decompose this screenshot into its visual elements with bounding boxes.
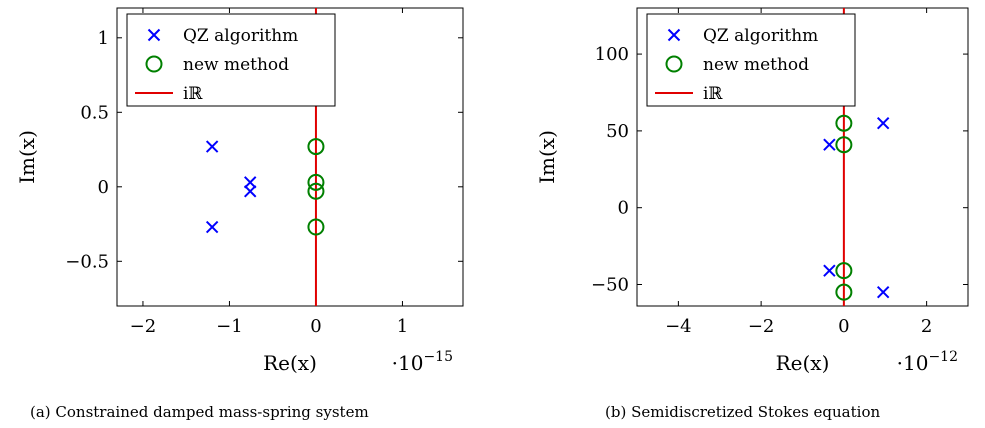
legend-new-method-marker [665, 55, 683, 73]
legend-label: iℝ [183, 84, 203, 104]
x-tick-label: 2 [921, 316, 932, 337]
new-method-point-marker [307, 138, 325, 156]
new-method-point-marker [835, 114, 853, 132]
legend-qz-marker [667, 28, 681, 42]
x-axis-label: Re(x) [776, 351, 830, 375]
legend-new-method-marker [145, 55, 163, 73]
x-scale-multiplier: ·10−12 [897, 349, 958, 375]
x-scale-exponent: −12 [928, 349, 958, 365]
qz-point-marker [823, 264, 836, 277]
y-tick-label: 0 [618, 198, 629, 219]
legend-qz-marker [147, 28, 161, 42]
chart-panel-b: −4 −2 0 2 −50 0 50 100 Re(x) Im(x) ·10−12 QZ algori… [535, 7, 969, 421]
x-scale-multiplier: ·10−15 [392, 349, 453, 375]
new-method-point-marker [835, 136, 853, 154]
chart-caption: (a) Constrained damped mass-spring syste… [30, 403, 369, 421]
legend-label: new method [183, 55, 289, 75]
legend-label: new method [703, 55, 809, 75]
y-tick-label: 0.5 [80, 102, 109, 123]
x-tick-label: 0 [838, 316, 849, 337]
plot-area [636, 7, 969, 307]
new-method-point-marker [307, 182, 325, 200]
legend-box [646, 13, 856, 107]
qz-point-marker [876, 285, 890, 299]
y-tick-label: 100 [595, 44, 629, 65]
new-method-point-marker [835, 262, 853, 280]
y-axis-label: Im(x) [535, 130, 559, 184]
x-tick-label: 0 [310, 316, 321, 337]
x-scale-base: ·10 [897, 351, 929, 375]
y-tick-label: 1 [98, 28, 109, 49]
x-tick-label: −2 [130, 316, 157, 337]
x-tick-label: −1 [216, 316, 243, 337]
x-tick-label: −4 [665, 316, 692, 337]
y-tick-label: 0 [98, 177, 109, 198]
chart-caption: (b) Semidiscretized Stokes equation [605, 403, 880, 421]
y-axis-label: Im(x) [15, 130, 39, 184]
legend-label: QZ algorithm [703, 26, 818, 46]
legend-label: QZ algorithm [183, 26, 298, 46]
x-axis-label: Re(x) [263, 351, 317, 375]
qz-point-marker [244, 176, 257, 189]
x-tick-label: 1 [397, 316, 408, 337]
y-tick-label: 50 [606, 121, 629, 142]
new-method-point-marker [307, 218, 325, 236]
plot-area [116, 7, 464, 307]
x-scale-exponent: −15 [423, 349, 453, 365]
qz-point-marker [244, 185, 257, 198]
legend-box [126, 13, 336, 107]
x-tick-label: −2 [748, 316, 775, 337]
x-scale-base: ·10 [392, 351, 424, 375]
qz-point-marker [823, 138, 836, 151]
y-tick-label: −50 [591, 274, 629, 295]
y-tick-label: −0.5 [65, 251, 109, 272]
legend-label: iℝ [703, 84, 723, 104]
qz-point-marker [205, 140, 219, 153]
new-method-point-marker [835, 283, 853, 301]
qz-point-marker [205, 220, 219, 234]
new-method-point-marker [307, 173, 325, 191]
chart-panel-a: −2 −1 0 1 −0.5 0 0.5 1 Re(x) Im(x) ·10−15 QZ algori… [15, 7, 464, 421]
qz-point-marker [876, 116, 890, 130]
